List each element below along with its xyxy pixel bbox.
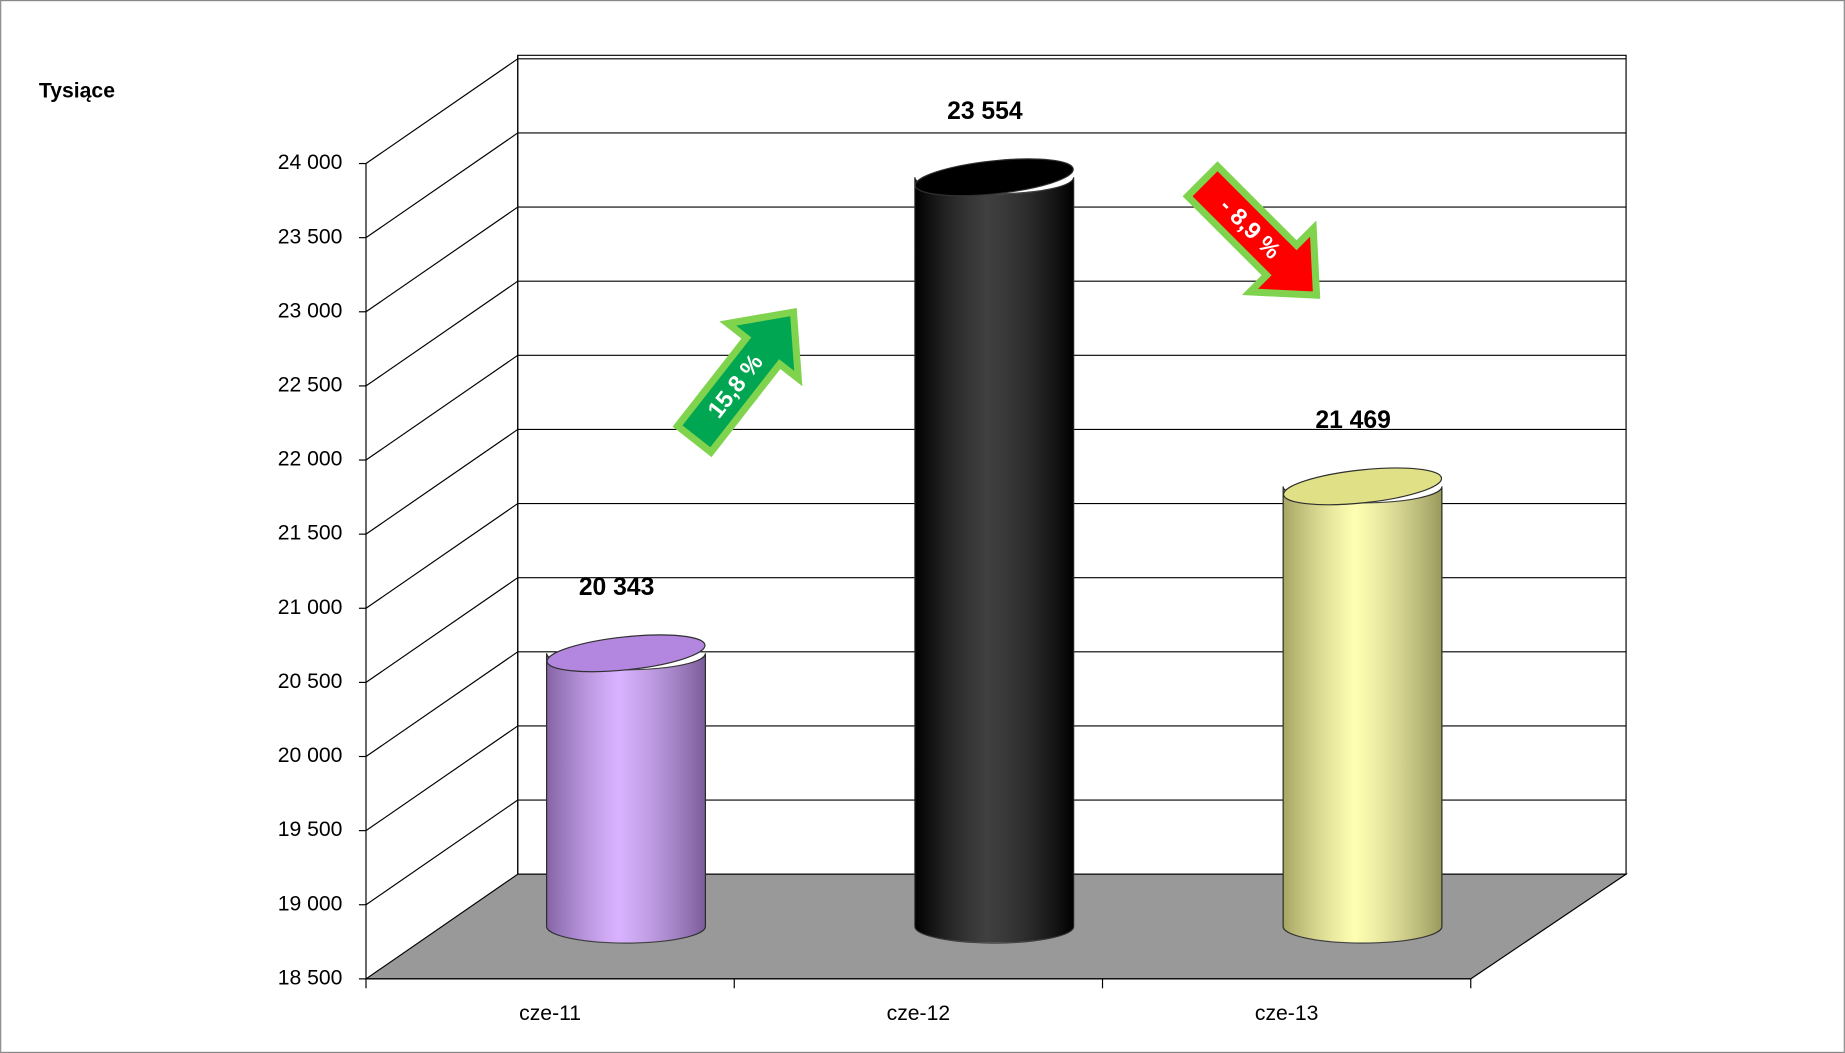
grid-line — [365, 799, 519, 906]
x-tick-label: cze-11 — [519, 1002, 581, 1025]
bar-shade — [914, 177, 1074, 943]
y-tick-label: 20 000 — [278, 744, 343, 767]
y-tick-label: 19 000 — [278, 892, 343, 915]
grid-line — [365, 725, 519, 832]
grid-line — [365, 58, 519, 165]
bar-top — [1282, 467, 1443, 506]
y-tick-label: 21 500 — [278, 522, 343, 545]
grid-line — [365, 280, 519, 387]
y-tick-label: 23 000 — [278, 299, 343, 322]
bar-top — [914, 158, 1074, 197]
y-tick-label: 22 500 — [278, 373, 343, 396]
x-tick-label: cze-12 — [887, 1002, 951, 1025]
y-tick-label: 19 500 — [278, 818, 343, 841]
arrow-shape — [672, 307, 803, 458]
grid-line — [365, 428, 519, 535]
grid-line — [365, 206, 519, 313]
bar-top-shade — [1283, 468, 1442, 505]
bar — [1282, 467, 1443, 944]
grid-line — [365, 577, 519, 683]
y-tick-label: 22 000 — [278, 448, 343, 471]
arrow-shape — [1182, 161, 1321, 299]
y-tick-label: 21 000 — [278, 596, 343, 619]
grid-line — [365, 503, 519, 609]
grid-line — [365, 132, 519, 239]
y-tick-label: 23 500 — [278, 225, 343, 248]
y-tick-label: 20 500 — [278, 670, 343, 693]
data-label: 20 343 — [579, 574, 655, 601]
bar-shade — [1283, 486, 1442, 943]
bar-top — [546, 634, 706, 673]
bar — [546, 634, 707, 944]
bar-shade — [546, 653, 706, 943]
bar — [914, 158, 1075, 944]
axis-title: Tysiące — [39, 79, 115, 102]
x-tick-label: cze-13 — [1255, 1002, 1319, 1025]
bar-top-shade — [547, 634, 706, 672]
y-tick-label: 24 000 — [278, 151, 343, 174]
bar-top-shade — [915, 158, 1074, 196]
grid-line — [365, 354, 519, 461]
y-tick-label: 18 500 — [278, 966, 343, 989]
data-label: 21 469 — [1315, 407, 1391, 434]
grid-line — [365, 651, 519, 757]
data-label: 23 554 — [947, 98, 1023, 125]
